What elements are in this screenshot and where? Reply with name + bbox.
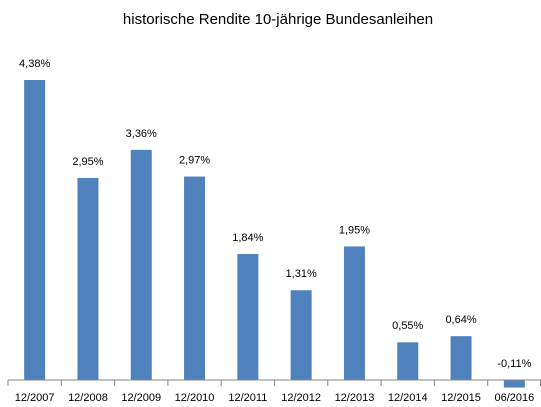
bar bbox=[184, 176, 206, 380]
bar bbox=[503, 380, 525, 388]
x-tick-label: 12/2015 bbox=[441, 392, 481, 404]
data-label: 3,36% bbox=[126, 128, 157, 140]
data-label: 2,95% bbox=[72, 156, 103, 168]
x-tick-label: 12/2013 bbox=[335, 392, 375, 404]
data-label: 4,38% bbox=[19, 58, 50, 70]
x-tick-label: 12/2010 bbox=[175, 392, 215, 404]
data-label: 1,95% bbox=[339, 224, 370, 236]
x-tick-label: 12/2009 bbox=[121, 392, 161, 404]
x-tick-label: 12/2011 bbox=[228, 392, 267, 404]
data-label: 0,55% bbox=[392, 320, 423, 332]
x-tick-label: 12/2014 bbox=[388, 392, 428, 404]
x-tick-label: 12/2012 bbox=[281, 392, 321, 404]
x-tick-label: 12/2008 bbox=[68, 392, 108, 404]
data-label: -0,11% bbox=[497, 358, 531, 370]
bar bbox=[77, 177, 99, 380]
data-label: 1,84% bbox=[232, 232, 263, 244]
bar bbox=[237, 253, 259, 380]
data-label: 2,97% bbox=[179, 154, 210, 166]
bar bbox=[397, 342, 419, 380]
bar bbox=[130, 149, 152, 380]
bar bbox=[343, 246, 365, 380]
x-tick-label: 12/2007 bbox=[15, 392, 55, 404]
chart-title: historische Rendite 10-jährige Bundesanl… bbox=[123, 11, 433, 28]
bar bbox=[290, 290, 312, 380]
x-tick-label: 06/2016 bbox=[494, 392, 534, 404]
data-label: 0,64% bbox=[445, 314, 476, 326]
data-label: 1,31% bbox=[286, 268, 317, 280]
bar bbox=[450, 336, 472, 380]
bar bbox=[24, 80, 46, 380]
